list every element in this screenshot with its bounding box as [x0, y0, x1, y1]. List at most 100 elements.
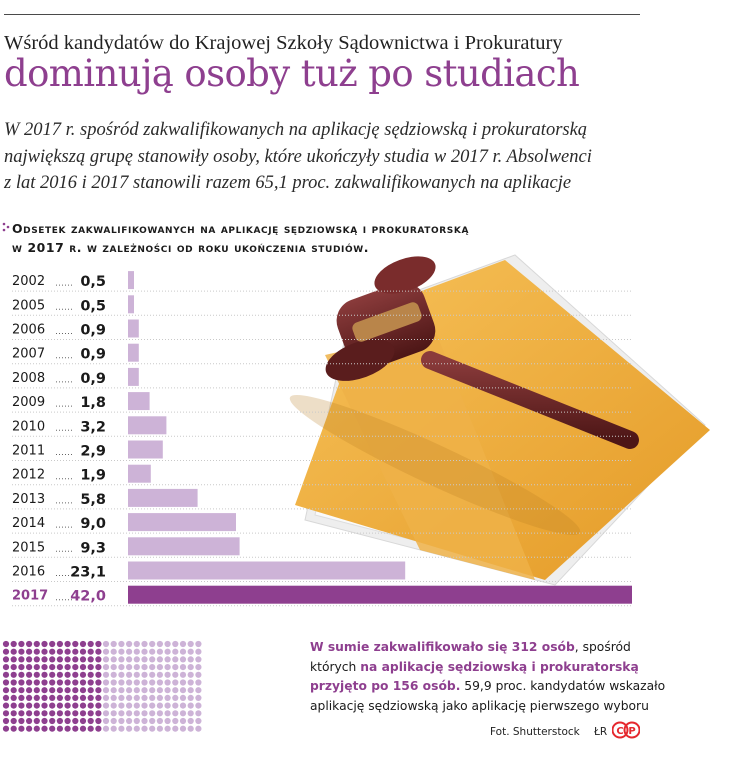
person-dot [26, 717, 33, 725]
person-dot [195, 702, 202, 709]
person-dot [26, 648, 33, 655]
person-dot [102, 679, 110, 686]
person-dot [102, 640, 110, 648]
person-dot [149, 656, 156, 663]
person-dot [133, 717, 140, 725]
person-dot [187, 640, 194, 648]
person-dot [172, 671, 179, 678]
person-dot [179, 664, 187, 671]
person-dot [126, 717, 133, 725]
value-label: 2,9 [80, 444, 106, 460]
person-dot [102, 671, 110, 678]
person-dot [41, 640, 48, 648]
bar [128, 440, 163, 459]
person-dot [56, 640, 64, 648]
person-dot [141, 687, 148, 694]
person-dot [79, 640, 87, 648]
person-dot [33, 656, 40, 663]
person-dot [179, 640, 187, 648]
person-dot [95, 717, 102, 725]
person-dot [18, 725, 25, 732]
person-dot [64, 694, 71, 701]
person-dot [118, 640, 125, 648]
person-dot [126, 679, 133, 686]
headline: dominują osoby tuż po studiach [4, 52, 580, 95]
person-dot [149, 664, 156, 671]
person-dot [79, 679, 87, 686]
bar [128, 367, 139, 386]
person-dot [26, 671, 33, 678]
person-dot [110, 687, 117, 694]
person-dot [26, 725, 33, 732]
person-dot [172, 687, 179, 694]
person-dot [49, 687, 56, 694]
person-dot [33, 671, 40, 678]
person-dot [102, 725, 110, 732]
person-dot [133, 702, 140, 709]
person-dot [2, 725, 10, 732]
person-dot [156, 687, 163, 694]
person-dot [72, 640, 79, 648]
person-dot [102, 648, 110, 655]
person-dot [141, 671, 148, 678]
person-dot [164, 702, 171, 709]
dot-matrix-312 [2, 640, 202, 732]
person-dot [33, 694, 40, 701]
person-dot [18, 679, 25, 686]
person-dot [72, 664, 79, 671]
person-dot [33, 725, 40, 732]
bar [128, 319, 139, 338]
person-dot [79, 664, 87, 671]
person-dot [56, 717, 64, 725]
person-dot [126, 656, 133, 663]
person-dot [164, 717, 171, 725]
person-dot [64, 687, 71, 694]
person-dot [79, 687, 87, 694]
person-dot [195, 710, 202, 717]
person-dot [110, 679, 117, 686]
person-dot [141, 725, 148, 732]
person-dot [179, 687, 187, 694]
person-dot [172, 656, 179, 663]
bar [128, 271, 134, 290]
person-dot [2, 640, 10, 648]
person-dot [179, 648, 187, 655]
person-dot [156, 725, 163, 732]
person-dot [149, 687, 156, 694]
person-dot [18, 656, 25, 663]
svg-text:P: P [628, 726, 635, 737]
person-dot [195, 694, 202, 701]
person-dot [56, 687, 64, 694]
person-dot [26, 687, 33, 694]
person-dot [33, 717, 40, 725]
person-dot [110, 671, 117, 678]
person-dot [72, 725, 79, 732]
category-label: 2006 [12, 323, 45, 338]
person-dot [2, 702, 10, 709]
category-label: 2007 [12, 347, 45, 362]
person-dot [87, 640, 94, 648]
person-dot [126, 694, 133, 701]
category-label: 2016 [12, 565, 45, 580]
value-label: 3,2 [80, 419, 106, 435]
person-dot [141, 664, 148, 671]
person-dot [87, 687, 94, 694]
value-label: 0,9 [80, 347, 106, 363]
bar [128, 416, 167, 435]
person-dot [110, 664, 117, 671]
person-dot [72, 687, 79, 694]
person-dot [172, 664, 179, 671]
person-dot [41, 717, 48, 725]
person-dot [133, 656, 140, 663]
summary-highlight-accepted: na aplikację sędziowską i prokuratorską … [310, 659, 639, 694]
person-dot [126, 725, 133, 732]
person-dot [26, 664, 33, 671]
person-dot [195, 717, 202, 725]
person-dot [72, 717, 79, 725]
person-dot [102, 717, 110, 725]
person-dot [41, 694, 48, 701]
person-dot [195, 671, 202, 678]
person-dot [187, 687, 194, 694]
person-dot [10, 710, 17, 717]
person-dot [195, 640, 202, 648]
